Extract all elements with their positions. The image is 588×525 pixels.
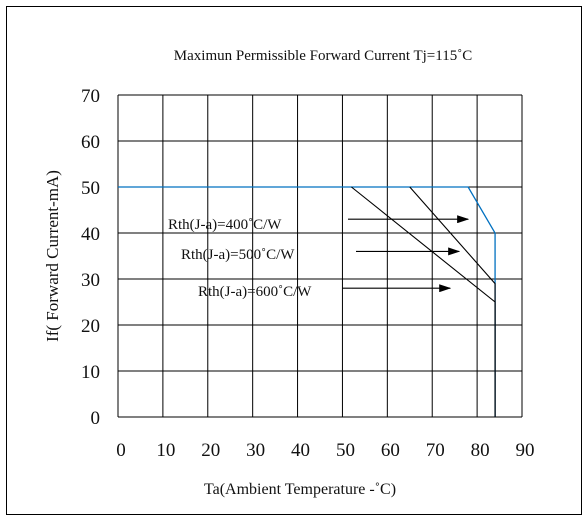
y-axis-label: If( Forward Current-mA) (43, 170, 62, 342)
x-tick-label: 50 (336, 440, 355, 461)
x-tick-label: 0 (116, 440, 126, 461)
y-tick-label: 60 (81, 132, 100, 153)
x-tick-label: 20 (201, 440, 220, 461)
annotation-label: Rth(J-a)=400˚C/W (168, 217, 282, 233)
x-tick-label: 40 (291, 440, 310, 461)
figure-frame (6, 6, 582, 515)
x-tick-label: 80 (471, 440, 490, 461)
y-tick-label: 70 (81, 86, 100, 107)
y-tick-label: 50 (81, 178, 100, 199)
x-tick-label: 60 (381, 440, 400, 461)
y-tick-label: 30 (81, 270, 100, 291)
x-tick-label: 90 (516, 440, 535, 461)
y-tick-label: 0 (91, 408, 101, 429)
y-tick-label: 10 (81, 362, 100, 383)
y-tick-label: 40 (81, 224, 100, 245)
series-line (351, 186, 496, 417)
chart-title: Maximun Permissible Forward Current Tj=1… (174, 48, 472, 64)
annotation-label: Rth(J-a)=600˚C/W (198, 284, 312, 300)
annotation-label: Rth(J-a)=500˚C/W (181, 247, 295, 263)
tick-layer: 0 10 20 30 40 50 60 70 0 10 20 30 40 50 60 70 80 90 (81, 86, 535, 461)
x-tick-label: 30 (246, 440, 265, 461)
y-tick-label: 20 (81, 316, 100, 337)
x-tick-label: 10 (156, 440, 175, 461)
annotation-layer: Rth(J-a)=400˚C/W Rth(J-a)=500˚C/W Rth(J-a)… (168, 215, 470, 300)
x-tick-label: 70 (426, 440, 445, 461)
x-axis-label: Ta(Ambient Temperature -˚C) (204, 481, 396, 498)
